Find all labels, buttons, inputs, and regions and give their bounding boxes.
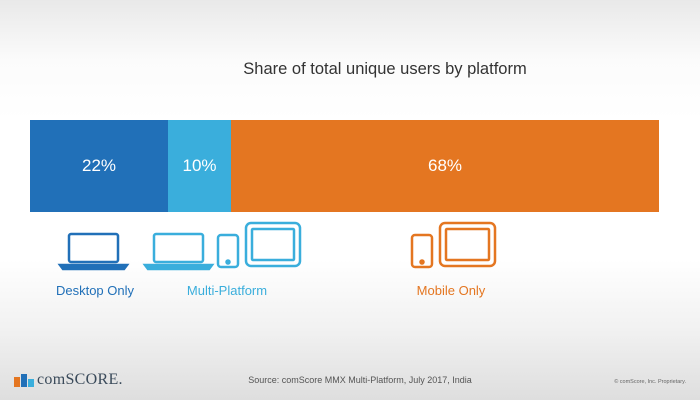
bar-segment-multi-platform: 10% <box>168 120 231 212</box>
category-label-desktop-only: Desktop Only <box>55 283 135 298</box>
category-label-multi-platform: Multi-Platform <box>186 283 268 298</box>
phone-icon <box>410 233 434 269</box>
comscore-logo: comSCORE. <box>14 371 123 389</box>
bar-value-label: 68% <box>427 156 463 175</box>
copyright-note: © comScore, Inc. Proprietary. <box>614 379 686 385</box>
phone-icon <box>216 233 240 269</box>
brand-name: comSCORE. <box>37 371 123 388</box>
bar-segment-mobile-only: 68% <box>231 120 659 212</box>
category-label-mobile-only: Mobile Only <box>416 283 486 298</box>
bar-value-label: 10% <box>182 156 217 175</box>
bar-segment-desktop-only: 22% <box>30 120 168 212</box>
laptop-icon <box>57 232 130 271</box>
bar-value-label: 22% <box>81 156 117 175</box>
source-note: Source: comScore MMX Multi-Platform, Jul… <box>248 375 472 385</box>
tablet-icon <box>244 221 302 268</box>
chart-title: Share of total unique users by platform <box>243 60 527 78</box>
stacked-bar: 22% 10% 68% <box>30 120 659 212</box>
comscore-logo-icon <box>14 374 34 387</box>
tablet-icon <box>438 221 497 268</box>
laptop-icon <box>142 232 215 271</box>
